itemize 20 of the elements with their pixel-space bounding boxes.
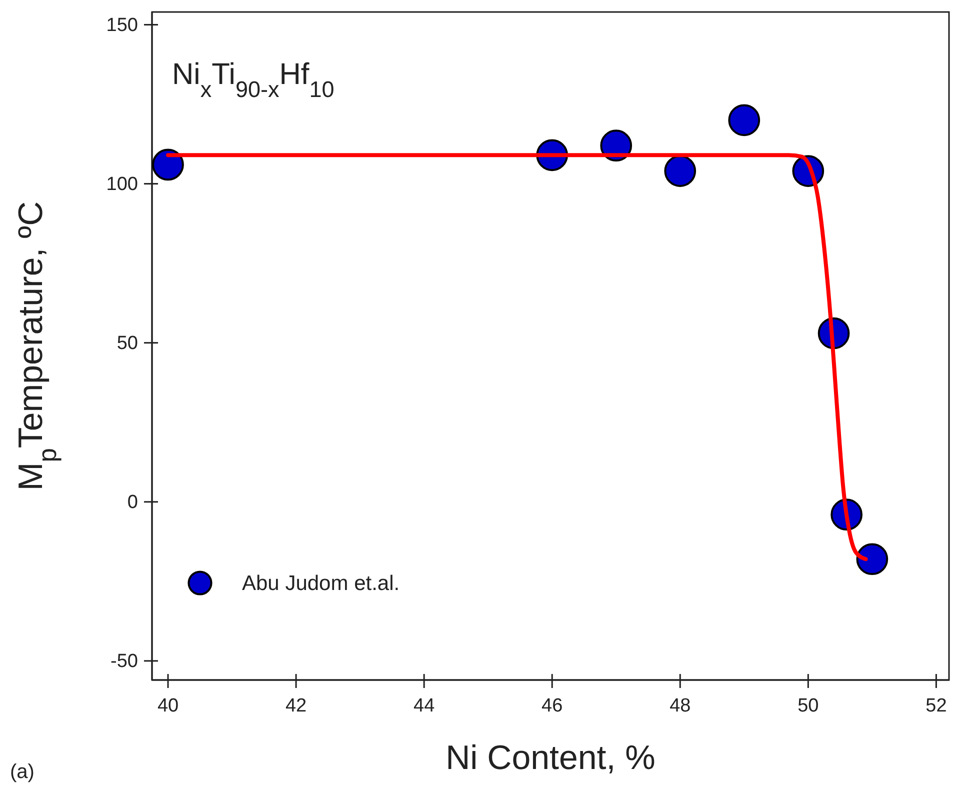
x-tick-label: 50 [798,695,819,716]
point [152,148,184,181]
y-tick-label: 100 [106,174,138,195]
point [664,155,696,187]
x-tick-label: 52 [926,695,947,716]
x-tick-label: 44 [414,695,436,716]
legend-label: Abu Judom et.al. [242,572,400,595]
point [856,543,888,576]
annotation: Ni$_{x}$Ti$_{90-x}$Hf$_{10}$ [172,58,334,102]
x-axis-title: Ni Content, % [446,739,656,777]
x-tick-label: 48 [670,695,691,716]
x-tick-label: 46 [542,695,563,716]
y-tick-label: -50 [110,650,138,672]
y-tick-label: 50 [116,332,138,354]
point [728,104,760,136]
y-tick-label: 0 [127,492,138,513]
x-tick-label: 40 [157,695,179,716]
y-tick-label: 150 [106,14,138,36]
x-tick-label: 42 [285,695,307,716]
text: (a) [10,761,34,783]
